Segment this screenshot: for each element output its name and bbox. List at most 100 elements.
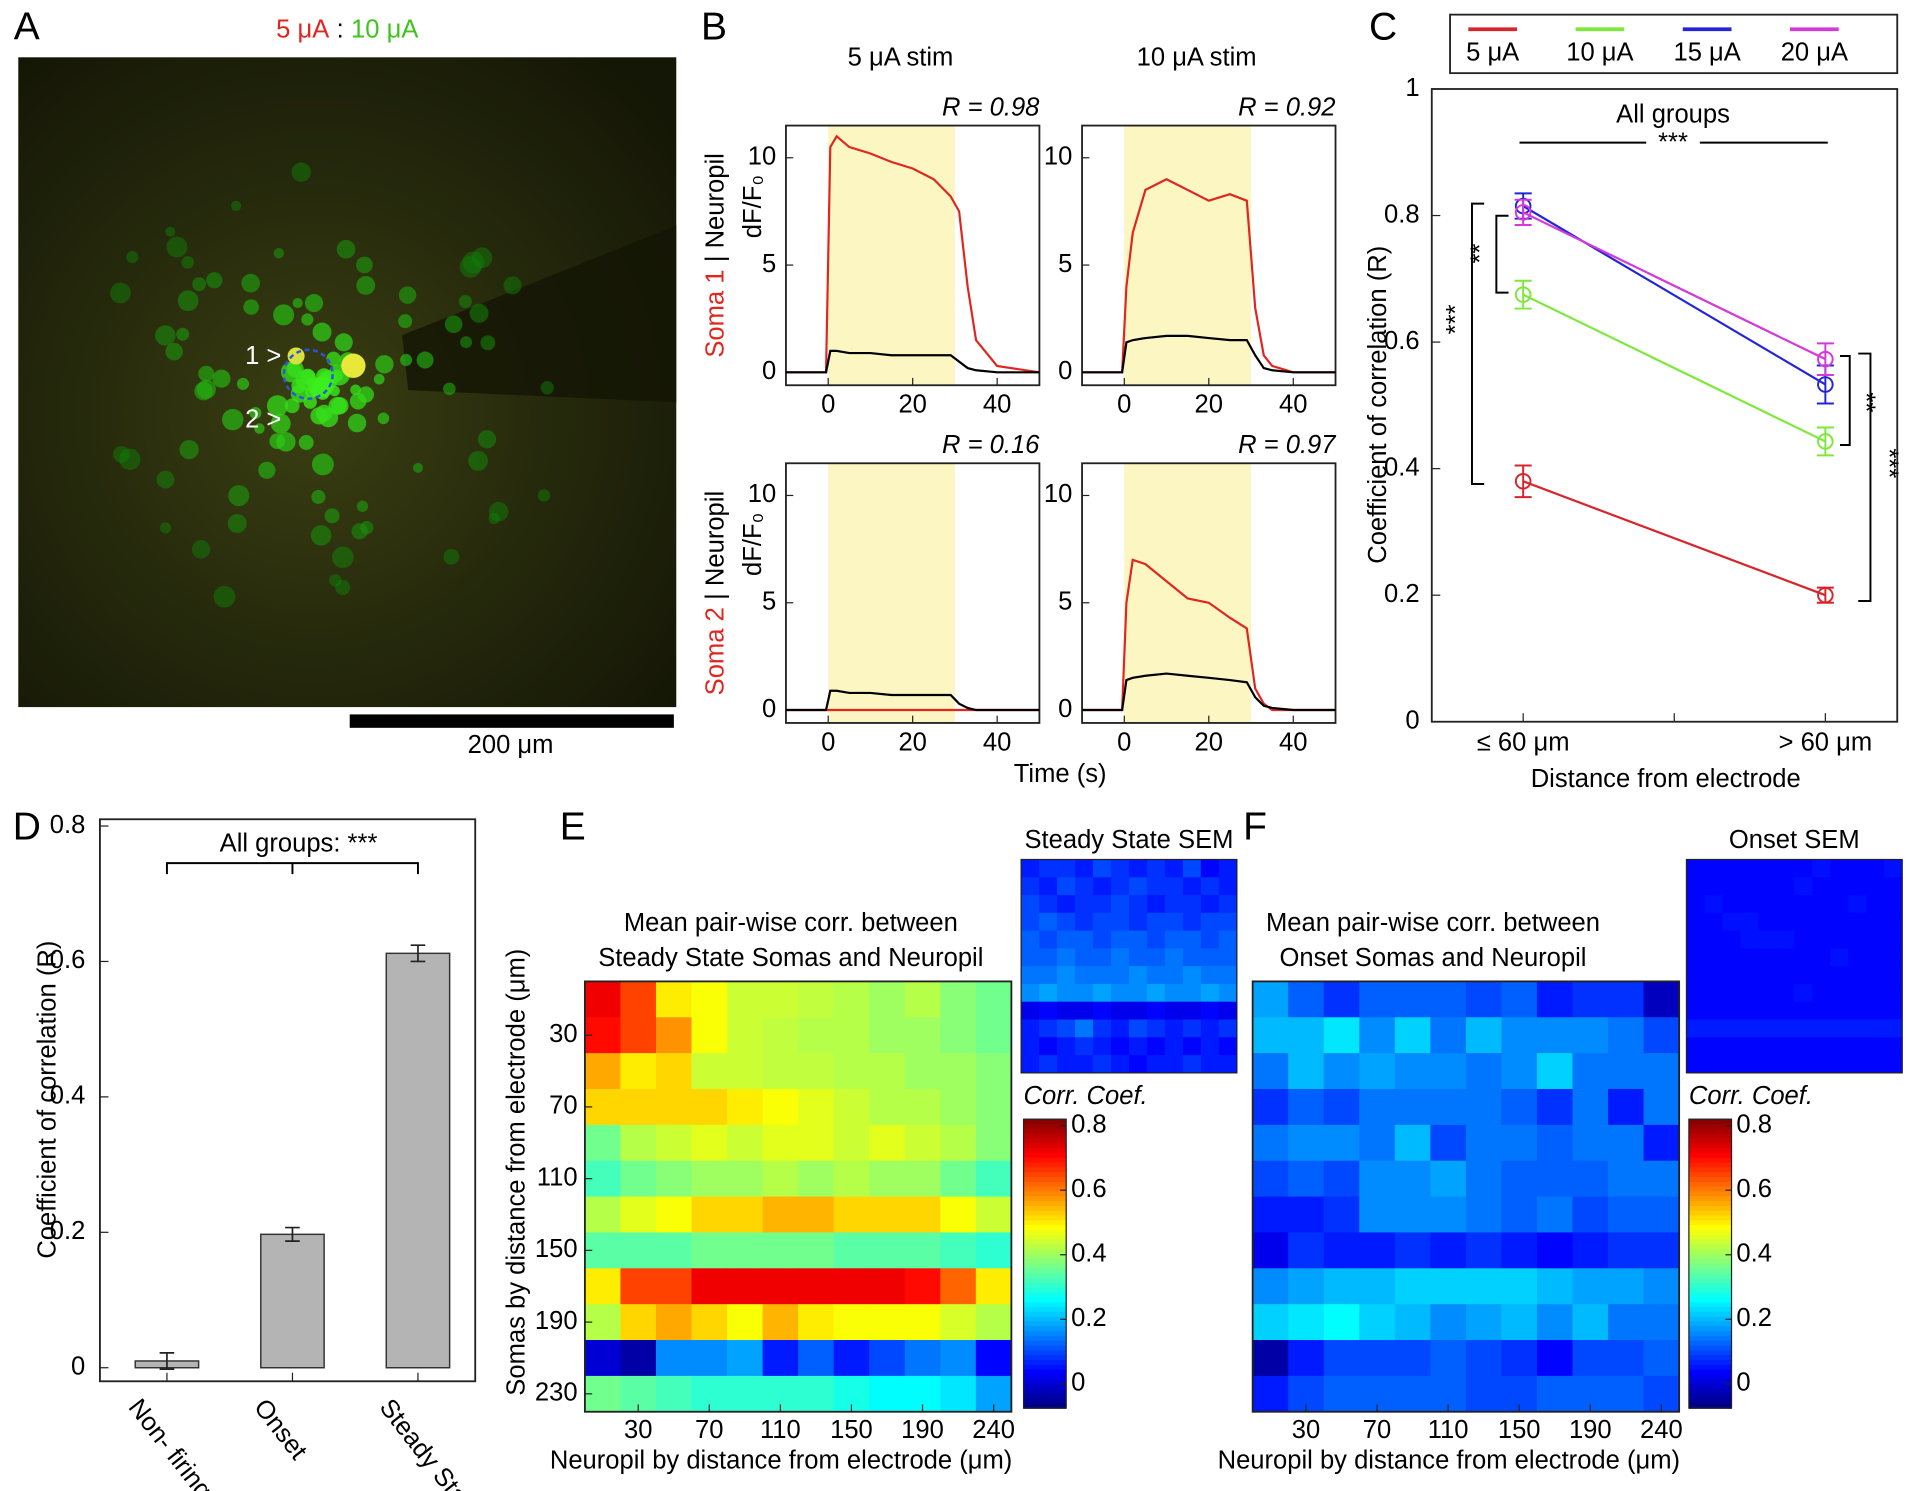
y-tick-label: 0 (71, 1352, 85, 1380)
y-tick-label: 110 (537, 1163, 578, 1191)
heat-cell (691, 1088, 728, 1126)
cell (443, 382, 456, 396)
cell (331, 397, 349, 415)
sem-cell (1866, 930, 1885, 949)
y-tick-label: 0.8 (1384, 200, 1420, 228)
legend-label: 10 μA (1566, 38, 1634, 66)
r-annotation: R = 0.16 (942, 431, 1040, 459)
sem-cell (1200, 1019, 1220, 1038)
cell (165, 226, 176, 237)
annotation: ** (1467, 244, 1495, 264)
y-tick-label: 0 (1058, 695, 1072, 723)
sem-cell (1128, 966, 1148, 985)
heat-cell (1288, 1340, 1325, 1377)
colorbar-strip (1688, 1138, 1732, 1144)
sem-cell (1776, 877, 1795, 896)
colorbar-strip (1688, 1292, 1732, 1299)
heat-cell (1572, 1017, 1609, 1054)
sem-cell (1128, 930, 1148, 949)
sem-cell (1686, 948, 1706, 967)
sem-cell (1182, 1037, 1202, 1056)
cell (334, 333, 353, 352)
heat-cell (655, 981, 693, 1018)
heat-cell (1323, 1196, 1360, 1234)
sem-cell (1830, 912, 1849, 932)
heat-cell (833, 1304, 870, 1341)
x-tick-label: 40 (983, 391, 1011, 419)
series-line (1522, 205, 1826, 386)
point (1817, 376, 1834, 393)
sem-cell (1776, 966, 1795, 985)
sem-cell (1812, 983, 1831, 1003)
sem-cell (1057, 1001, 1076, 1021)
colorbar-strip (1023, 1282, 1067, 1289)
cell (206, 272, 223, 289)
colorbar-tick-label: 0.4 (1071, 1240, 1107, 1268)
colorbar-strip (1023, 1359, 1067, 1366)
cell (326, 351, 341, 366)
heat-cell (1394, 1268, 1431, 1305)
colorbar-tick-label: 0.8 (1071, 1110, 1107, 1138)
colorbar-title: Corr. Coef. (1024, 1082, 1148, 1110)
sem-cell (1093, 983, 1112, 1003)
heat-cell (1465, 1375, 1503, 1413)
colorbar-strip (1023, 1152, 1067, 1159)
y-tick-label: 5 (762, 588, 776, 616)
sig-bracket (1495, 214, 1509, 294)
sem-cell (1039, 859, 1058, 878)
x-tick-label: 190 (1569, 1416, 1612, 1444)
sem-cell (1218, 895, 1238, 914)
x-tick-label: 30 (1292, 1416, 1320, 1444)
colorbar-strip (1688, 1398, 1732, 1405)
heat-cell (1288, 1232, 1325, 1269)
heat-cell (1359, 1196, 1396, 1234)
heat-cell (691, 1304, 728, 1341)
colorbar-strip (1688, 1316, 1732, 1323)
y-tick-label: 0.6 (50, 946, 86, 974)
heat-cell (1323, 1017, 1360, 1054)
heat-cell (691, 981, 728, 1018)
heat-cell (1643, 1340, 1680, 1377)
heat-cell (1608, 1053, 1645, 1090)
sem-cell (1200, 859, 1220, 878)
panel-label: C (1369, 6, 1397, 49)
sem-cell (1164, 966, 1184, 985)
sem-cell (1110, 983, 1130, 1003)
heat-cell (620, 1232, 657, 1269)
sem-cell (1057, 859, 1076, 878)
x-tick-label: 190 (901, 1416, 944, 1444)
sem-cell (1794, 930, 1813, 949)
sem-cell (1866, 859, 1885, 878)
heat-cell (727, 1053, 764, 1090)
sem-cell (1686, 966, 1706, 985)
sem-cell (1866, 877, 1885, 896)
colorbar-strip (1688, 1403, 1732, 1409)
sem-cell (1812, 912, 1831, 932)
sem-cell (1848, 1019, 1867, 1038)
sem-cell (1866, 912, 1885, 932)
x-tick-label: 150 (830, 1416, 873, 1444)
heat-cell (1430, 981, 1467, 1018)
sem-cell (1830, 948, 1849, 967)
colorbar-strip (1688, 1220, 1732, 1226)
colorbar-strip (1688, 1234, 1732, 1241)
sem-cell (1200, 1037, 1220, 1056)
sem-cell (1182, 895, 1202, 914)
heat-cell (1288, 1196, 1325, 1234)
stim-shade (1124, 125, 1252, 386)
colorbar-strip (1688, 1123, 1732, 1130)
annotation: All groups: *** (220, 830, 378, 858)
sem-cell (1722, 1037, 1741, 1056)
colorbar-strip (1023, 1249, 1067, 1255)
x-tick-label: 0 (1117, 728, 1131, 756)
sem-cell (1093, 1001, 1112, 1021)
colorbar-strip (1688, 1321, 1732, 1327)
heat-cell (584, 1340, 622, 1377)
heat-cell (904, 1340, 941, 1377)
sem-cell (1794, 1001, 1813, 1021)
bar (260, 1233, 325, 1369)
heat-cell (1394, 981, 1431, 1018)
colorbar-strip (1023, 1287, 1067, 1294)
sem-cell (1075, 912, 1094, 932)
colorbar-strip (1023, 1268, 1067, 1274)
